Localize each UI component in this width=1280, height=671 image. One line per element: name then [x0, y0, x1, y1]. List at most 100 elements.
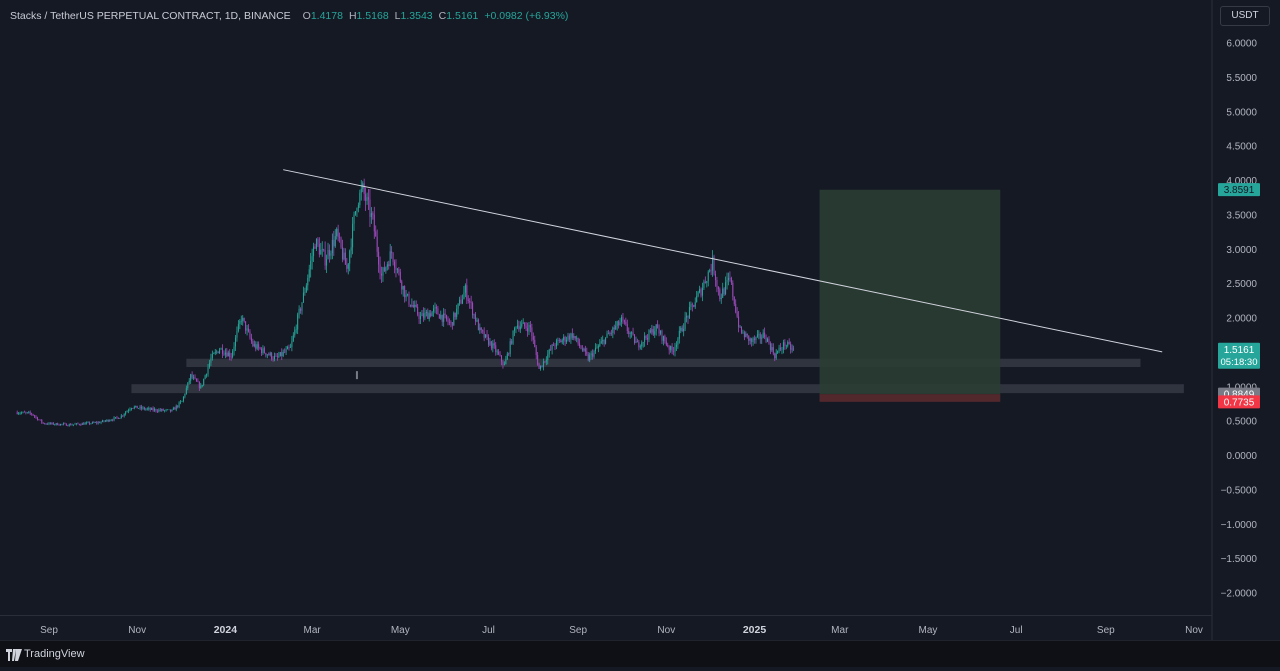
- candle-body: [269, 352, 271, 356]
- candle-body: [681, 327, 683, 332]
- candle-body: [675, 344, 677, 347]
- candle-body: [759, 333, 761, 339]
- candle-body: [570, 333, 572, 340]
- candle-body: [422, 313, 424, 318]
- candle-body: [713, 256, 715, 274]
- candle-body: [19, 413, 21, 414]
- candle-body: [73, 424, 75, 426]
- candle-body: [22, 411, 24, 413]
- candle-body: [265, 353, 267, 356]
- candle-body: [424, 313, 426, 318]
- candle-body: [740, 326, 742, 333]
- currency-button[interactable]: USDT: [1220, 6, 1270, 26]
- candle-body: [568, 335, 570, 340]
- candle-body: [289, 346, 291, 348]
- candle-body: [655, 324, 657, 332]
- candle-body: [206, 373, 208, 376]
- candle-body: [60, 423, 62, 426]
- candle-body: [248, 328, 250, 332]
- price-tick-label: 4.5000: [1226, 142, 1257, 153]
- candle-body: [408, 293, 410, 305]
- candle-body: [665, 341, 667, 345]
- candle-body: [114, 417, 117, 418]
- candle-body: [684, 317, 686, 329]
- candle-body: [620, 317, 623, 323]
- candle-body: [317, 239, 319, 245]
- candle-body: [178, 402, 180, 407]
- candle-body: [275, 356, 277, 357]
- candle-body: [686, 316, 688, 318]
- candle-body: [272, 358, 274, 360]
- candle-body: [64, 423, 66, 425]
- candle-body: [167, 409, 169, 411]
- candle-body: [787, 342, 789, 346]
- candle-body: [359, 192, 361, 206]
- candle-body: [207, 367, 209, 374]
- candle-body: [330, 253, 332, 256]
- candle-body: [518, 325, 520, 330]
- candle-body: [555, 340, 557, 347]
- candle-body: [690, 304, 692, 308]
- candle-body: [21, 412, 23, 414]
- candle-body: [450, 322, 452, 323]
- candle-body: [752, 338, 754, 343]
- candle-body: [678, 330, 680, 339]
- candle-body: [185, 388, 187, 395]
- candle-body: [253, 344, 255, 346]
- candle-body: [120, 415, 122, 419]
- candle-body: [515, 327, 517, 329]
- candle-body: [159, 409, 161, 411]
- candle-body: [262, 348, 264, 354]
- candle-body: [748, 335, 750, 341]
- candle-body: [318, 244, 320, 255]
- candle-body: [553, 344, 555, 346]
- candle-body: [751, 338, 753, 343]
- candle-body: [531, 327, 533, 337]
- candle-body: [467, 299, 469, 302]
- candle-body: [38, 419, 40, 421]
- candle-body: [195, 378, 197, 382]
- candle-body: [756, 334, 758, 337]
- candle-body: [699, 289, 701, 293]
- candle-body: [271, 352, 273, 359]
- candle-body: [714, 273, 716, 281]
- candle-body: [240, 320, 242, 322]
- candle-body: [495, 345, 497, 353]
- candle-body: [730, 277, 732, 283]
- candle-body: [382, 267, 384, 276]
- candle-body: [99, 422, 101, 424]
- candle-body: [52, 422, 54, 425]
- candle-body: [528, 324, 530, 332]
- candle-body: [261, 348, 263, 354]
- tradingview-brand[interactable]: TradingView: [24, 648, 85, 660]
- candle-body: [411, 305, 413, 307]
- tradingview-logo-icon[interactable]: [6, 649, 22, 661]
- candle-body: [767, 338, 769, 342]
- candle-body: [777, 351, 779, 353]
- time-tick-label: May: [391, 625, 410, 636]
- candle-body: [542, 361, 544, 367]
- candle-body: [122, 415, 124, 417]
- price-tick-label: 5.5000: [1226, 73, 1257, 84]
- candle-body: [70, 424, 72, 426]
- candle-body: [586, 351, 588, 355]
- candle-body: [71, 424, 73, 426]
- candle-body: [480, 327, 482, 331]
- candle-body: [444, 313, 446, 316]
- candle-body: [229, 352, 231, 357]
- candle-body: [220, 348, 222, 350]
- candle-body: [615, 325, 617, 330]
- candle-body: [94, 422, 96, 423]
- candle-body: [197, 381, 199, 383]
- candle-body: [193, 377, 195, 378]
- candle-body: [313, 246, 315, 257]
- candle-body: [729, 277, 731, 279]
- candle-body: [194, 377, 196, 379]
- candle-body: [165, 409, 167, 411]
- candle-body: [126, 411, 128, 413]
- candle-body: [790, 343, 792, 350]
- support-zone-2: [131, 384, 1184, 394]
- candle-body: [250, 337, 252, 342]
